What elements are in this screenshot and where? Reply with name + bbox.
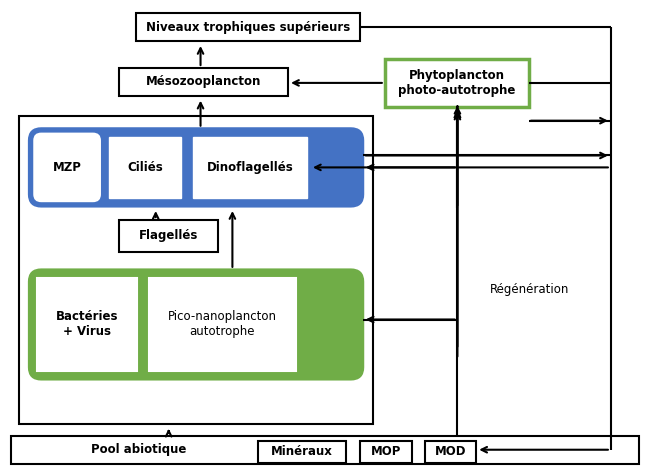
Text: Ciliés: Ciliés [127, 161, 163, 174]
Text: Dinoflagellés: Dinoflagellés [207, 161, 294, 174]
FancyBboxPatch shape [109, 137, 181, 198]
Text: Flagellés: Flagellés [139, 229, 199, 243]
FancyBboxPatch shape [29, 129, 363, 206]
Text: Minéraux: Minéraux [271, 445, 333, 458]
Text: MOD: MOD [435, 445, 466, 458]
FancyBboxPatch shape [149, 278, 296, 371]
FancyBboxPatch shape [424, 441, 476, 463]
FancyBboxPatch shape [29, 270, 363, 379]
FancyBboxPatch shape [259, 441, 346, 463]
FancyBboxPatch shape [20, 116, 373, 424]
Text: Pico-nanoplancton
autotrophe: Pico-nanoplancton autotrophe [168, 310, 277, 339]
Text: Phytoplancton
photo-autotrophe: Phytoplancton photo-autotrophe [398, 69, 516, 97]
Text: MOP: MOP [370, 445, 401, 458]
FancyBboxPatch shape [119, 220, 219, 252]
Text: Mésozooplancton: Mésozooplancton [146, 75, 261, 89]
Text: Bactéries
+ Virus: Bactéries + Virus [56, 310, 118, 339]
FancyBboxPatch shape [385, 59, 529, 107]
FancyBboxPatch shape [37, 278, 137, 371]
Text: Niveaux trophiques supérieurs: Niveaux trophiques supérieurs [146, 21, 350, 34]
FancyBboxPatch shape [11, 436, 639, 463]
FancyBboxPatch shape [119, 68, 288, 96]
FancyBboxPatch shape [193, 137, 307, 198]
Text: Régénération: Régénération [490, 283, 569, 296]
FancyBboxPatch shape [360, 441, 411, 463]
Text: Pool abiotique: Pool abiotique [91, 443, 186, 456]
Text: MZP: MZP [53, 161, 82, 174]
FancyBboxPatch shape [136, 13, 360, 41]
FancyBboxPatch shape [33, 133, 101, 202]
